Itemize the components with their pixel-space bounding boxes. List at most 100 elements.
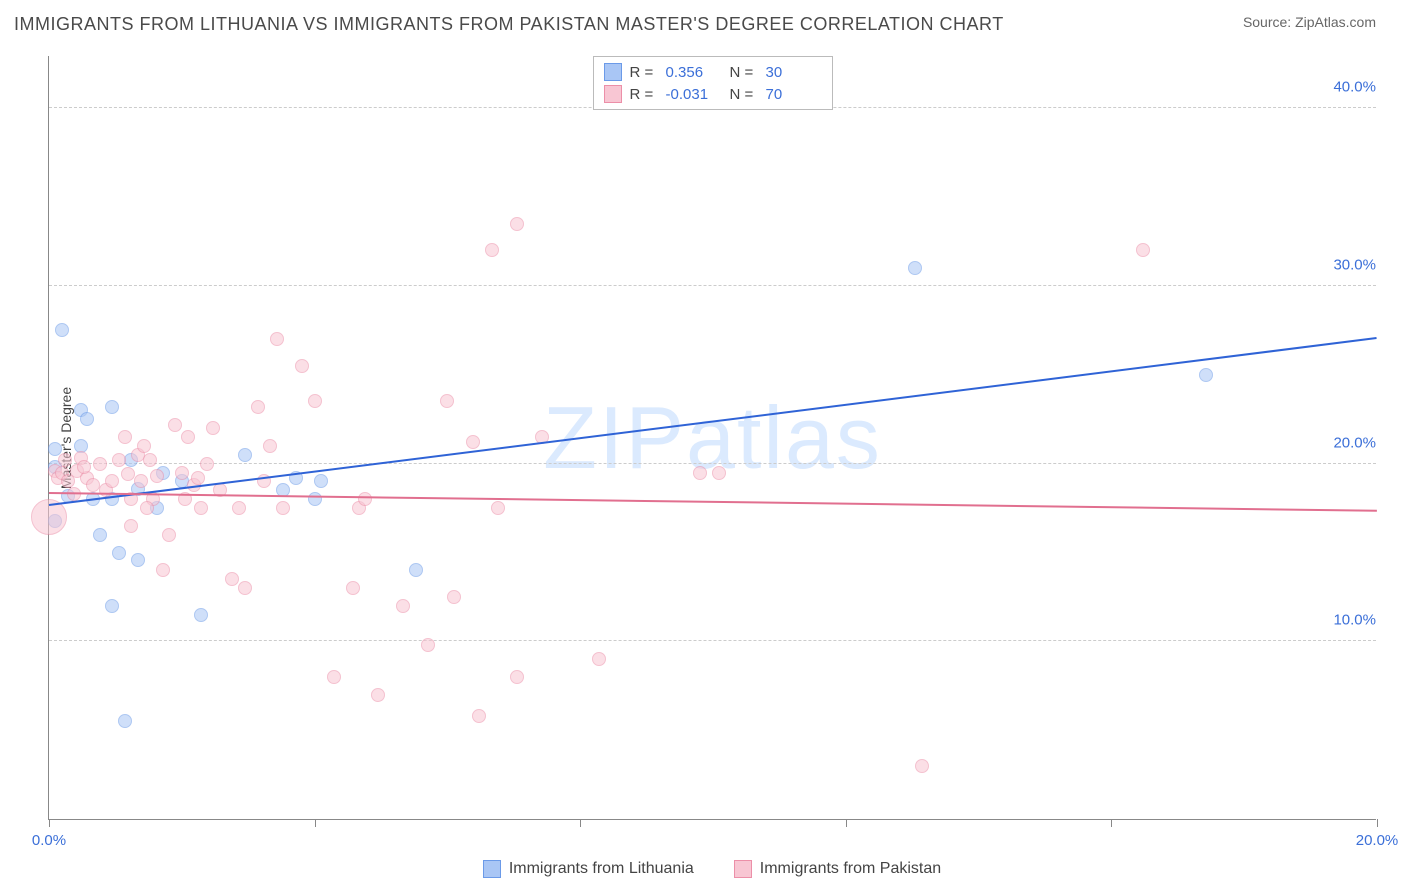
series-legend: Immigrants from Lithuania Immigrants fro…: [48, 860, 1376, 878]
point-lithuania: [908, 261, 922, 275]
legend-label: Immigrants from Lithuania: [509, 860, 694, 878]
x-tick: [49, 819, 50, 827]
legend-item-pakistan: Immigrants from Pakistan: [734, 860, 941, 878]
correlation-legend: R = 0.356 N = 30 R = -0.031 N = 70: [593, 56, 833, 110]
point-lithuania: [112, 546, 126, 560]
x-tick: [1377, 819, 1378, 827]
point-pakistan: [181, 430, 195, 444]
point-pakistan: [472, 709, 486, 723]
point-pakistan: [175, 466, 189, 480]
point-pakistan: [251, 400, 265, 414]
point-lithuania: [105, 599, 119, 613]
point-pakistan: [308, 394, 322, 408]
legend-label: Immigrants from Pakistan: [760, 860, 941, 878]
point-lithuania: [238, 448, 252, 462]
point-lithuania: [131, 553, 145, 567]
swatch-pakistan: [734, 860, 752, 878]
legend-r-label: R =: [630, 64, 658, 81]
point-pakistan: [150, 469, 164, 483]
point-pakistan: [232, 501, 246, 515]
legend-n-label: N =: [730, 86, 758, 103]
legend-row-pakistan: R = -0.031 N = 70: [604, 83, 822, 105]
point-pakistan: [58, 453, 72, 467]
legend-n-value: 30: [766, 64, 822, 81]
point-lithuania: [314, 474, 328, 488]
point-pakistan: [137, 439, 151, 453]
x-tick-label: 0.0%: [32, 832, 66, 849]
point-pakistan: [168, 418, 182, 432]
point-lithuania: [93, 528, 107, 542]
point-pakistan: [712, 466, 726, 480]
point-pakistan: [270, 332, 284, 346]
point-lithuania: [194, 608, 208, 622]
scatter-chart: ZIPatlas Master's Degree R = 0.356 N = 3…: [48, 56, 1376, 820]
swatch-lithuania: [483, 860, 501, 878]
point-lithuania: [80, 412, 94, 426]
point-pakistan: [134, 474, 148, 488]
point-pakistan: [485, 243, 499, 257]
point-pakistan: [118, 430, 132, 444]
point-pakistan: [396, 599, 410, 613]
gridline: [49, 640, 1376, 641]
point-pakistan: [194, 501, 208, 515]
y-tick-label: 20.0%: [1329, 432, 1380, 453]
point-pakistan: [371, 688, 385, 702]
point-pakistan: [162, 528, 176, 542]
point-pakistan: [77, 460, 91, 474]
point-pakistan: [592, 652, 606, 666]
point-pakistan: [156, 563, 170, 577]
y-tick-label: 10.0%: [1329, 610, 1380, 631]
legend-row-lithuania: R = 0.356 N = 30: [604, 61, 822, 83]
point-pakistan: [510, 670, 524, 684]
x-tick: [1111, 819, 1112, 827]
source-attribution: Source: ZipAtlas.com: [1243, 14, 1376, 30]
point-pakistan: [200, 457, 214, 471]
legend-r-value: 0.356: [666, 64, 722, 81]
gridline: [49, 463, 1376, 464]
point-pakistan: [327, 670, 341, 684]
chart-title: IMMIGRANTS FROM LITHUANIA VS IMMIGRANTS …: [14, 14, 1004, 35]
point-pakistan: [440, 394, 454, 408]
trendline-lithuania: [49, 337, 1377, 506]
legend-r-value: -0.031: [666, 86, 722, 103]
point-pakistan: [263, 439, 277, 453]
x-tick: [846, 819, 847, 827]
point-pakistan: [915, 759, 929, 773]
point-lithuania: [308, 492, 322, 506]
point-pakistan: [112, 453, 126, 467]
point-pakistan: [358, 492, 372, 506]
point-pakistan: [276, 501, 290, 515]
point-lithuania: [409, 563, 423, 577]
point-pakistan: [191, 471, 205, 485]
point-pakistan: [93, 457, 107, 471]
gridline: [49, 285, 1376, 286]
legend-n-label: N =: [730, 64, 758, 81]
point-pakistan: [510, 217, 524, 231]
point-pakistan: [693, 466, 707, 480]
x-tick: [580, 819, 581, 827]
point-lithuania: [55, 323, 69, 337]
point-pakistan: [124, 519, 138, 533]
point-pakistan: [143, 453, 157, 467]
swatch-pakistan: [604, 85, 622, 103]
y-tick-label: 40.0%: [1329, 77, 1380, 98]
point-pakistan: [491, 501, 505, 515]
point-lithuania: [105, 400, 119, 414]
swatch-lithuania: [604, 63, 622, 81]
point-pakistan: [140, 501, 154, 515]
legend-n-value: 70: [766, 86, 822, 103]
point-pakistan: [105, 474, 119, 488]
point-pakistan: [295, 359, 309, 373]
point-lithuania: [1199, 368, 1213, 382]
legend-r-label: R =: [630, 86, 658, 103]
y-tick-label: 30.0%: [1329, 254, 1380, 275]
legend-item-lithuania: Immigrants from Lithuania: [483, 860, 694, 878]
point-lithuania: [118, 714, 132, 728]
point-pakistan: [206, 421, 220, 435]
point-pakistan: [238, 581, 252, 595]
point-pakistan: [225, 572, 239, 586]
point-pakistan: [346, 581, 360, 595]
x-tick-label: 20.0%: [1356, 832, 1399, 849]
trendline-pakistan: [49, 492, 1377, 512]
point-pakistan: [421, 638, 435, 652]
